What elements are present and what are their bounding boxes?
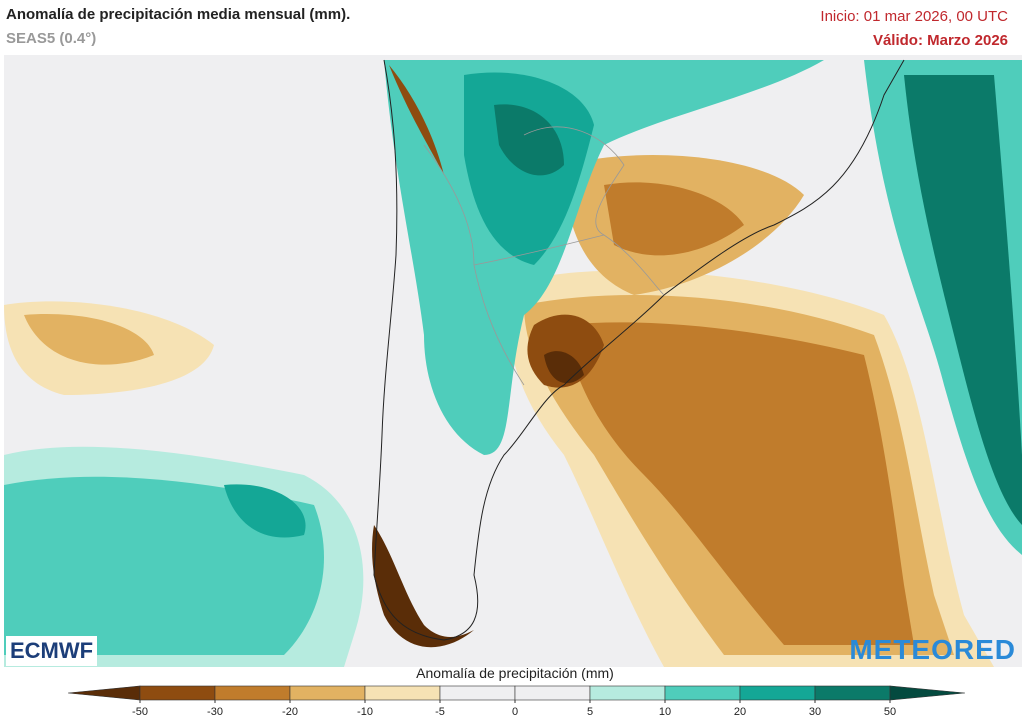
colorbar-tick-label: -20 [282, 706, 298, 718]
colorbar-arrow [889, 685, 966, 701]
init-date: Inicio: 01 mar 2026, 00 UTC [820, 8, 1008, 25]
colorbar-segment [814, 685, 891, 701]
colorbar-tick-label: 10 [659, 706, 671, 718]
colorbar-tick-label: 0 [512, 706, 518, 718]
colorbar-segment [364, 685, 441, 701]
colorbar-tick-label: -50 [132, 706, 148, 718]
colorbar-title: Anomalía de precipitación (mm) [416, 665, 614, 681]
colorbar-tick-label: -5 [435, 706, 445, 718]
colorbar-tick-label: 50 [884, 706, 896, 718]
map [4, 55, 1022, 667]
anomaly-fields [4, 60, 1022, 667]
colorbar-tick-label: -30 [207, 706, 223, 718]
colorbar-segment [589, 685, 666, 701]
meteored-logo: METEORED [849, 634, 1016, 665]
valid-date: Válido: Marzo 2026 [872, 32, 1008, 49]
colorbar-tick-label: 30 [809, 706, 821, 718]
colorbar-arrow [67, 685, 141, 701]
ecmwf-logo: ECMWF [6, 636, 98, 666]
colorbar-segment [439, 685, 516, 701]
colorbar-segment [289, 685, 366, 701]
colorbar-tick-label: -10 [357, 706, 373, 718]
colorbar: Anomalía de precipitación (mm) -50 -30 -20… [67, 665, 966, 718]
subtitle: SEAS5 (0.4°) [6, 30, 97, 47]
colorbar-segment [139, 685, 216, 701]
colorbar-segment [664, 685, 741, 701]
borders [423, 126, 665, 386]
colorbar-segment [514, 685, 591, 701]
colorbar-tick-label: 20 [734, 706, 746, 718]
colorbar-segment [739, 685, 816, 701]
title: Anomalía de precipitación media mensual … [6, 6, 351, 23]
coastline [373, 59, 905, 641]
colorbar-segment [214, 685, 291, 701]
colorbar-tick-label: 5 [587, 706, 593, 718]
